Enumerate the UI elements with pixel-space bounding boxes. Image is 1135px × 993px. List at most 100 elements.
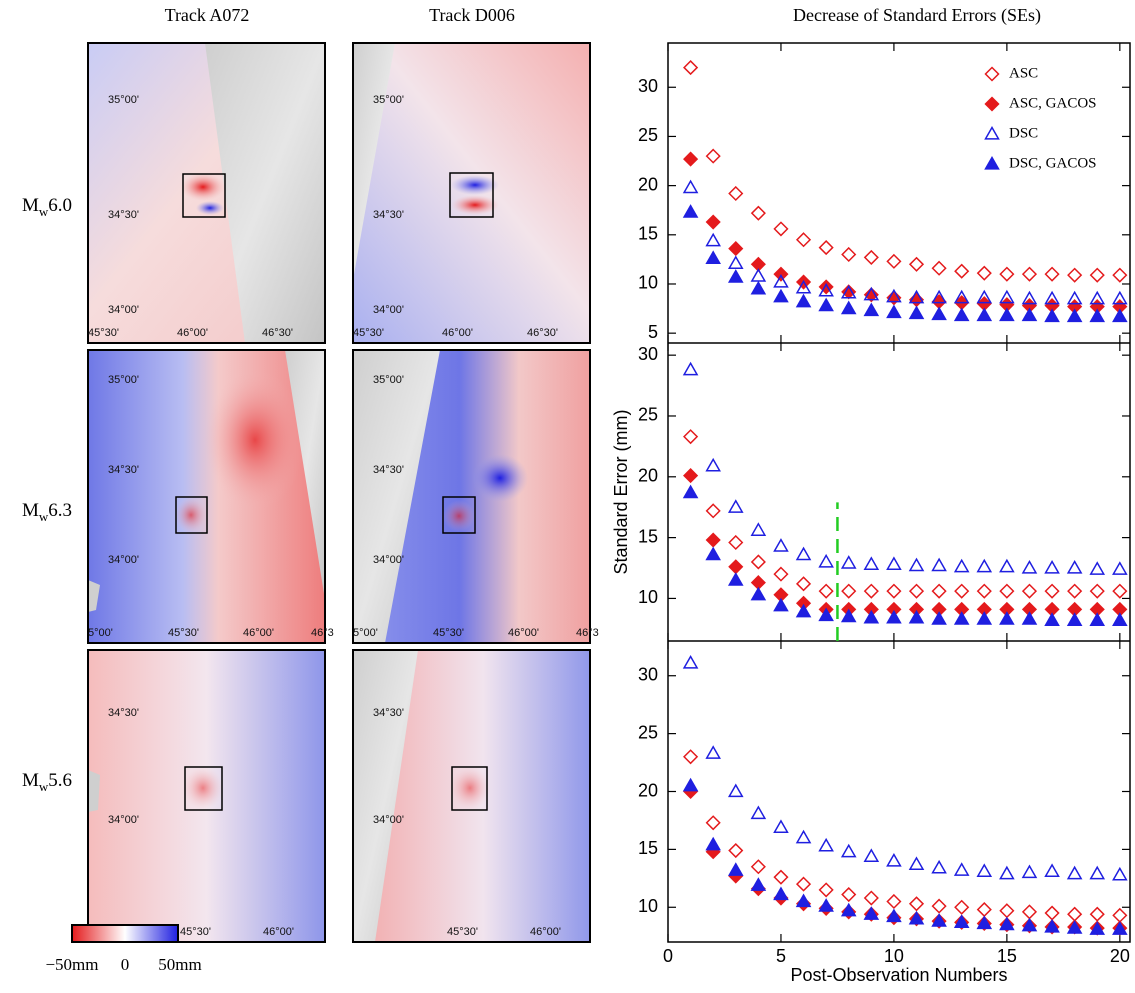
lat-label: 34°30' [373, 707, 404, 719]
data-point [795, 603, 812, 618]
data-point [863, 890, 879, 906]
data-point [1112, 290, 1128, 305]
colorbar-label: −50mm [45, 955, 98, 974]
data-point [953, 611, 970, 625]
data-point [795, 546, 812, 561]
lat-label: 34°30' [108, 464, 139, 476]
data-point [1089, 308, 1106, 323]
data-point [705, 232, 721, 247]
data-point [1089, 583, 1105, 599]
data-point [795, 279, 812, 294]
data-point [840, 284, 857, 299]
data-point [976, 611, 993, 625]
lon-label: 46°00' [508, 627, 539, 639]
data-point [728, 842, 744, 859]
data-point [863, 609, 880, 624]
data-point [1112, 561, 1128, 575]
data-point [908, 256, 925, 272]
data-point [999, 307, 1015, 322]
map-panel [87, 649, 326, 943]
data-point [773, 221, 789, 237]
data-point [705, 815, 721, 831]
data-point [750, 205, 766, 221]
data-point [1089, 267, 1105, 283]
data-point [1044, 266, 1060, 282]
row-label: Mw6.3 [22, 500, 72, 524]
column-title: Track D006 [429, 5, 515, 25]
data-point [1067, 583, 1083, 599]
data-point [728, 559, 744, 575]
lat-label: 35°00' [373, 374, 404, 386]
data-point [773, 288, 789, 303]
lat-label: 34°00' [108, 304, 139, 316]
data-point [908, 583, 925, 599]
legend-marker [984, 155, 1000, 170]
data-point [931, 260, 947, 276]
data-point [931, 913, 947, 927]
data-point [931, 898, 947, 914]
data-point [795, 893, 812, 908]
data-point [954, 263, 970, 279]
data-point [1044, 560, 1060, 574]
data-point [1066, 865, 1083, 880]
plot-frame [667, 42, 1131, 943]
data-point [682, 484, 699, 499]
colorbar-label: 0 [121, 955, 130, 974]
data-point [886, 852, 902, 867]
row-symbol: M [22, 500, 39, 521]
y-tick-label: 10 [638, 273, 658, 293]
data-point [1066, 560, 1083, 574]
data-point [1089, 906, 1105, 922]
data-point [773, 886, 789, 901]
data-point [908, 557, 925, 572]
map-panel [87, 42, 326, 344]
lat-label: 34°30' [108, 209, 139, 221]
lon-label: 46°30' [527, 327, 558, 339]
map-panel [352, 42, 591, 344]
data-point [1021, 864, 1038, 879]
row-subscript: w [39, 204, 49, 219]
lon-label: 46°00' [243, 627, 274, 639]
y-tick-label: 25 [638, 125, 658, 145]
map-panel [352, 649, 591, 943]
chart-title: Decrease of Standard Errors (SEs) [793, 5, 1041, 26]
data-point [1067, 906, 1083, 922]
data-point [1044, 905, 1060, 921]
data-point [1044, 612, 1060, 626]
data-point [976, 915, 993, 930]
colorbar [71, 924, 179, 943]
data-point [840, 300, 857, 315]
data-point [863, 556, 880, 570]
data-point [818, 898, 834, 912]
row-subscript: w [39, 779, 49, 794]
data-point [1021, 611, 1038, 625]
data-point [908, 896, 925, 912]
data-point [682, 361, 699, 376]
data-point [931, 294, 947, 310]
data-point [931, 859, 947, 874]
data-point [931, 611, 947, 625]
data-point [727, 269, 744, 283]
data-point [773, 538, 789, 552]
data-point [886, 288, 902, 303]
data-point [886, 609, 902, 624]
data-point [728, 185, 744, 202]
data-point [908, 289, 925, 304]
data-point [908, 609, 925, 624]
data-point [1112, 267, 1128, 283]
data-point [795, 829, 812, 844]
row-symbol: M [22, 195, 39, 216]
data-point [705, 503, 721, 519]
legend-marker [984, 66, 1000, 82]
lon-label: 46°3 [311, 627, 334, 639]
data-point [1044, 583, 1060, 599]
data-point [999, 903, 1015, 919]
data-point [863, 249, 879, 265]
x-tick-label: 5 [776, 946, 786, 966]
data-point [1021, 917, 1038, 932]
data-point [999, 583, 1015, 599]
lon-label: 46°3 [576, 627, 599, 639]
data-point [773, 869, 789, 885]
data-point [954, 899, 970, 915]
data-point [841, 886, 857, 903]
